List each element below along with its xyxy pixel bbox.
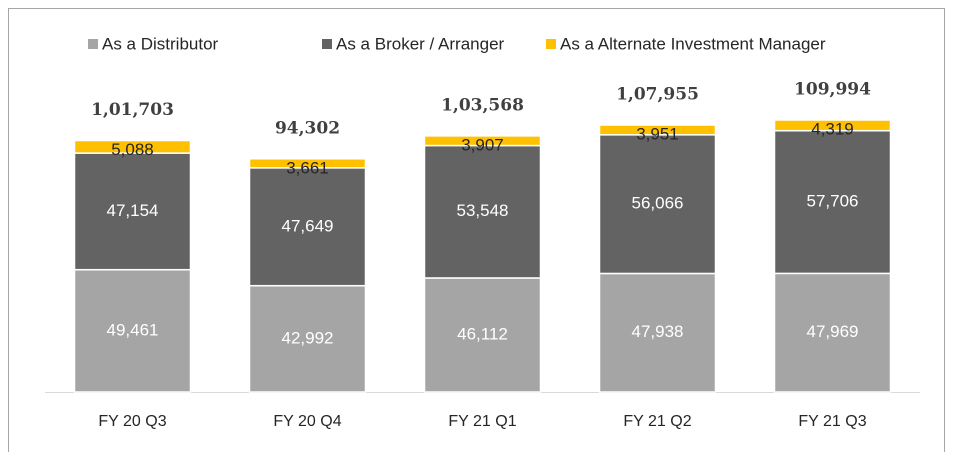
data-label: 57,706	[807, 192, 859, 211]
bar-segment	[73, 139, 192, 154]
bar-segment	[73, 268, 192, 393]
data-label: 3,661	[286, 158, 329, 177]
x-tick-label: FY 21 Q2	[623, 413, 691, 430]
bar-segment	[598, 272, 717, 393]
bar-segment	[598, 134, 717, 275]
legend-swatch	[88, 39, 98, 49]
legend-swatch	[322, 39, 332, 49]
data-label: 47,154	[107, 201, 159, 220]
x-tick-label: FY 20 Q3	[98, 413, 166, 430]
total-label: 1,07,955	[616, 85, 699, 105]
legend-label: As a Broker / Arranger	[336, 34, 505, 53]
data-label: 46,112	[457, 324, 508, 343]
bar-segment	[773, 129, 892, 275]
data-label: 5,088	[111, 140, 154, 159]
bar-segment	[423, 277, 542, 393]
bar-segment	[423, 144, 542, 279]
total-label: 1,03,568	[441, 95, 524, 115]
data-label: 42,992	[282, 328, 334, 347]
bar-segment	[598, 124, 717, 136]
x-tick-label: FY 21 Q3	[798, 413, 866, 430]
data-label: 3,951	[636, 125, 679, 144]
x-tick-label: FY 20 Q4	[273, 413, 341, 430]
total-label: 109,994	[794, 80, 871, 100]
data-label: 3,907	[461, 135, 504, 154]
data-label: 47,938	[632, 322, 684, 341]
legend-swatch	[546, 39, 556, 49]
bar-segment	[248, 158, 367, 169]
bar-segment	[773, 119, 892, 132]
total-label: 1,01,703	[91, 100, 174, 120]
bar-segment	[773, 272, 892, 393]
x-tick-label: FY 21 Q1	[448, 413, 516, 430]
data-label: 4,319	[811, 119, 854, 138]
frame	[8, 8, 945, 452]
data-label: 47,969	[807, 322, 859, 341]
bar-segment	[423, 135, 542, 147]
total-label: 94,302	[275, 118, 340, 138]
legend-label: As a Distributor	[102, 34, 219, 53]
data-label: 49,461	[107, 320, 159, 339]
data-label: 47,649	[282, 216, 334, 235]
legend-label: As a Alternate Investment Manager	[560, 34, 826, 53]
data-label: 56,066	[632, 194, 684, 213]
data-label: 53,548	[457, 201, 509, 220]
